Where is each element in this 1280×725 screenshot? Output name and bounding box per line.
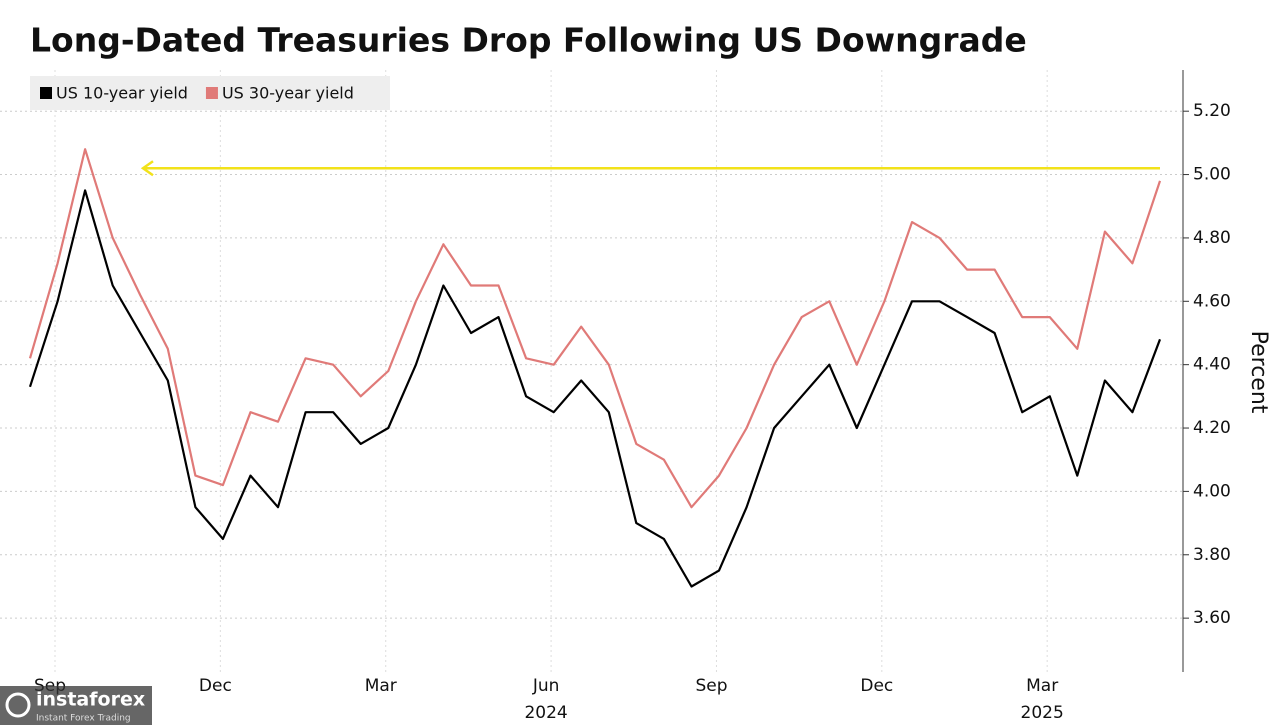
legend-swatch bbox=[205, 87, 218, 99]
y-tick-label: 4.80 bbox=[1193, 228, 1231, 248]
y-tick-label: 4.40 bbox=[1193, 355, 1231, 375]
y-tick-label: 5.00 bbox=[1193, 165, 1231, 185]
watermark-brand: instaforex bbox=[36, 689, 145, 711]
y-tick-label: 5.20 bbox=[1193, 101, 1231, 121]
x-tick-label: Dec bbox=[860, 676, 893, 696]
y-tick-label: 4.60 bbox=[1193, 291, 1231, 311]
watermark-logo bbox=[5, 692, 31, 718]
watermark: instaforex Instant Forex Trading bbox=[0, 686, 152, 725]
legend-label: US 30-year yield bbox=[222, 84, 354, 103]
x-tick-label: Dec bbox=[199, 676, 232, 696]
y-tick-label: 4.00 bbox=[1193, 481, 1231, 501]
series-line bbox=[28, 148, 1162, 509]
x-year-label: 2025 bbox=[1021, 703, 1064, 723]
watermark-tagline: Instant Forex Trading bbox=[36, 714, 131, 724]
y-tick-label: 3.80 bbox=[1193, 545, 1231, 565]
series-line bbox=[28, 189, 1162, 588]
chart-title: Long-Dated Treasuries Drop Following US … bbox=[30, 21, 1027, 60]
x-tick-label: Mar bbox=[365, 676, 397, 696]
watermark-bg bbox=[0, 686, 152, 725]
y-tick-label: 4.20 bbox=[1193, 418, 1231, 438]
y-axis-label: Percent bbox=[1246, 331, 1271, 414]
y-tick-label: 3.60 bbox=[1193, 608, 1231, 628]
legend-label: US 10-year yield bbox=[56, 84, 188, 103]
x-tick-label: Sep bbox=[695, 676, 727, 696]
x-tick-label: Mar bbox=[1026, 676, 1058, 696]
x-tick-label: Jun bbox=[532, 676, 560, 696]
reference-arrowhead bbox=[140, 160, 154, 177]
x-year-label: 2024 bbox=[524, 703, 567, 723]
legend-swatch bbox=[40, 87, 52, 99]
